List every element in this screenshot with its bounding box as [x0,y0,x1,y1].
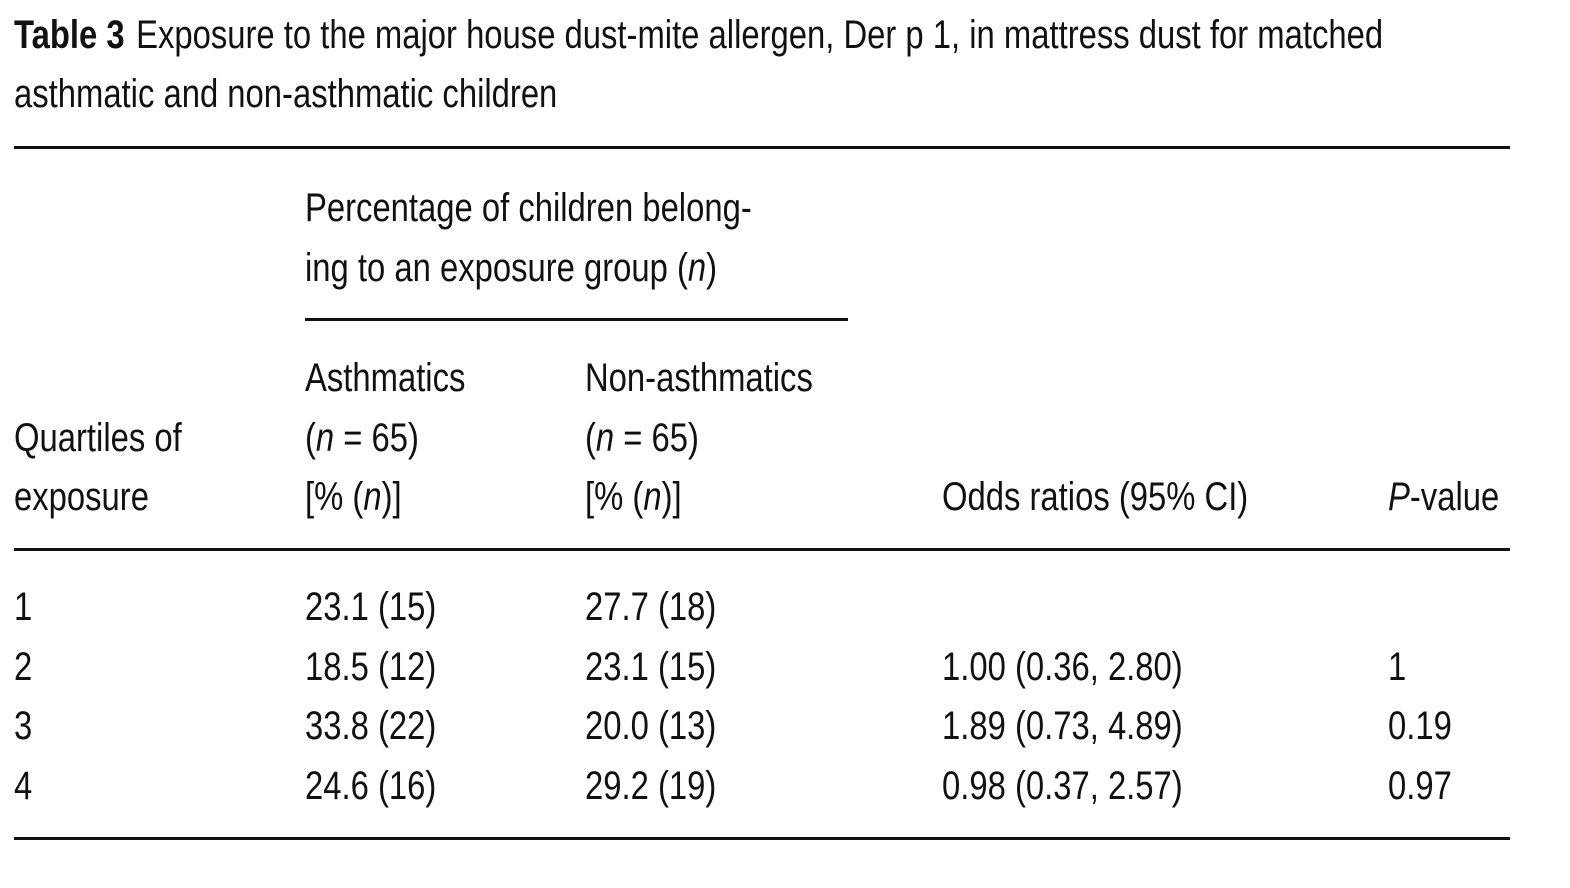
table-cell: 0.98 (0.37, 2.57) [942,763,1183,808]
text-segment: = 65) [614,415,699,460]
table-cell: 33.8 (22) [305,704,437,748]
group-rule [305,318,848,321]
table-cell: 20.0 (13) [585,704,717,748]
text-segment: Percentage of children belong- [305,186,752,230]
group-header: ing to an exposure group (n) [305,244,717,292]
column-header: [% (n)] [305,473,402,521]
table-cell: 3 [14,704,33,748]
table-cell: 24.6 (16) [305,763,437,808]
table-cell: 18.5 (12) [305,644,437,689]
text-segment: [% ( [585,475,644,519]
text-segment: n [687,246,707,290]
text-segment: Asthmatics [305,356,466,400]
text-segment: n [595,415,615,460]
text-segment: Quartiles of [14,415,182,460]
table-cell: 1 [1388,644,1407,689]
column-header: (n = 65) [305,414,419,462]
caption: Table 3 Exposure to the major house dust-… [14,6,1515,124]
text-segment: n [643,475,662,519]
text-segment: -value [1409,475,1500,519]
table-cell: 27.7 (18) [585,585,717,629]
text-segment: = 65) [334,415,419,460]
column-header: Odds ratios (95% CI) [942,473,1248,521]
column-header: exposure [14,473,149,521]
group-header: Percentage of children belong- [305,184,752,232]
text-segment: ( [305,415,316,460]
column-header: Quartiles of [14,414,182,462]
top-rule [14,146,1510,149]
header-rule [14,548,1510,551]
text-segment: )] [661,475,682,519]
text-segment: n [315,415,335,460]
caption-label: Table 3 [14,13,125,57]
table-cell: 2 [14,644,33,689]
table-cell: 23.1 (15) [305,585,437,629]
text-segment: Odds ratios (95% CI) [942,475,1249,519]
text-segment: n [363,475,382,519]
table-cell: 0.19 [1388,704,1452,748]
table-cell: 0.97 [1388,763,1452,808]
column-header: (n = 65) [585,414,699,462]
table-cell: 29.2 (19) [585,763,717,808]
bottom-rule [14,837,1510,840]
table-cell: 4 [14,763,33,808]
table-cell: 1.89 (0.73, 4.89) [942,704,1183,748]
column-header: Non-asthmatics [585,354,813,402]
table-cell: 1 [14,585,33,629]
column-header: P-value [1388,473,1499,521]
table-cell: 1.00 (0.36, 2.80) [942,644,1183,689]
text-segment: ing to an exposure group ( [305,246,688,290]
column-header: [% (n)] [585,473,682,521]
text-segment: ( [585,415,596,460]
table-cell: 23.1 (15) [585,644,717,689]
text-segment: Non-asthmatics [585,356,813,400]
text-segment: )] [381,475,402,519]
text-segment: [% ( [305,475,364,519]
column-header: Asthmatics [305,354,465,402]
text-segment: P [1388,475,1410,519]
text-segment: exposure [14,475,149,519]
caption-text: Exposure to the major house dust-mite al… [14,13,1384,116]
text-segment: ) [706,246,718,290]
